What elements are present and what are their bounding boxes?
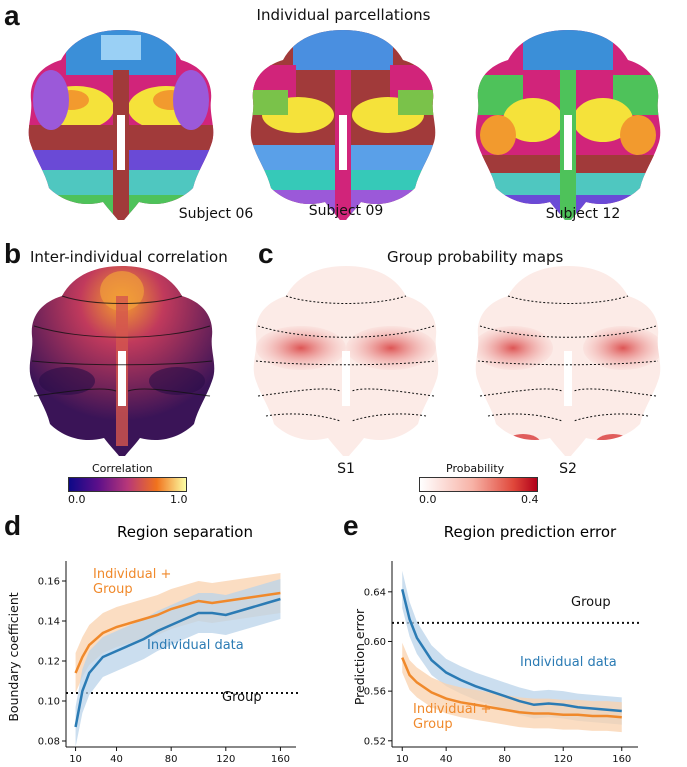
- individual-series-label: Individual data: [520, 655, 617, 670]
- panel-letter-e: e: [343, 510, 359, 541]
- group-reference-label: Group: [222, 690, 262, 705]
- panel-letter-a: a: [4, 0, 20, 31]
- panel-a-title: Individual parcellations: [256, 6, 431, 24]
- s1-label: S1: [337, 461, 355, 477]
- correlation-colorbar-label: Correlation: [92, 462, 153, 475]
- subject-06-label: Subject 06: [178, 206, 254, 222]
- correlation-colorbar: [68, 477, 187, 492]
- individual-series-line: [401, 589, 622, 713]
- subject-12-map: [475, 30, 661, 220]
- probability-colorbar-label: Probability: [446, 462, 505, 475]
- y-tick-label: 0.56: [364, 687, 386, 698]
- individual-ci-band: [75, 579, 281, 747]
- panel-b-title: Inter-individual correlation: [30, 248, 228, 266]
- y-tick-label: 0.10: [38, 697, 60, 708]
- panel-letter-d: d: [4, 510, 22, 541]
- y-axis-label: Prediction error: [352, 608, 367, 705]
- y-tick-label: 0.12: [38, 657, 60, 668]
- s1-map: [253, 266, 439, 456]
- probability-colorbar-min: 0.0: [419, 493, 437, 506]
- x-axis-label: Functional localizer [min]: [99, 765, 257, 767]
- y-tick-label: 0.14: [38, 617, 60, 628]
- correlation-map: [29, 266, 215, 456]
- individual-series-label: Individual data: [147, 638, 244, 653]
- combined-series-label: Individual + Group: [93, 567, 171, 597]
- combined-series-line: [401, 657, 622, 719]
- panel-letter-c: c: [258, 238, 274, 269]
- x-tick-label: 160: [271, 754, 290, 765]
- subject-09-map: [250, 30, 436, 220]
- y-tick-label: 0.60: [364, 637, 386, 648]
- x-tick-label: 40: [110, 754, 123, 765]
- panel-c-title: Group probability maps: [387, 248, 564, 266]
- y-tick-label: 0.08: [38, 737, 60, 748]
- s2-label: S2: [559, 461, 577, 477]
- individual-ci-band: [402, 570, 622, 725]
- probability-maps: [253, 266, 661, 456]
- x-tick-label: 120: [554, 754, 573, 765]
- panel-letter-b: b: [4, 238, 22, 269]
- y-axis-label: Boundary coefficient: [6, 592, 21, 721]
- y-tick-label: 0.16: [38, 577, 60, 588]
- parcellation-maps: [28, 30, 661, 220]
- probability-colorbar-max: 0.4: [521, 493, 539, 506]
- group-reference-label: Group: [571, 595, 611, 610]
- region-prediction-error-chart: Region prediction error 0.52 0.56 0.60 0.64 1…: [352, 523, 640, 767]
- probability-colorbar: [419, 477, 538, 492]
- combined-series-line: [74, 591, 281, 674]
- y-tick-label: 0.52: [364, 736, 386, 747]
- chart-title: Region prediction error: [444, 523, 617, 541]
- y-tick-label: 0.64: [364, 587, 386, 598]
- x-tick-label: 40: [440, 754, 453, 765]
- correlation-colorbar-max: 1.0: [170, 493, 188, 506]
- x-tick-label: 120: [216, 754, 235, 765]
- x-tick-label: 10: [396, 754, 409, 765]
- x-tick-label: 80: [165, 754, 178, 765]
- individual-series-line: [74, 597, 281, 728]
- combined-ci-band: [402, 642, 622, 733]
- x-axis-label: Functional localizer [min]: [433, 765, 591, 767]
- s2-map: [475, 266, 661, 456]
- subject-12-label: Subject 12: [545, 206, 621, 222]
- x-tick-label: 160: [612, 754, 631, 765]
- x-tick-label: 80: [498, 754, 511, 765]
- region-separation-chart: Region separation 0.08 0.10 0.12 0.14 0.16 10 4…: [6, 523, 298, 767]
- combined-series-label: Individual + Group: [413, 702, 491, 732]
- chart-title: Region separation: [117, 523, 253, 541]
- correlation-colorbar-min: 0.0: [68, 493, 86, 506]
- subject-09-label: Subject 09: [308, 203, 384, 219]
- subject-06-map: [28, 30, 214, 220]
- x-tick-label: 10: [69, 754, 82, 765]
